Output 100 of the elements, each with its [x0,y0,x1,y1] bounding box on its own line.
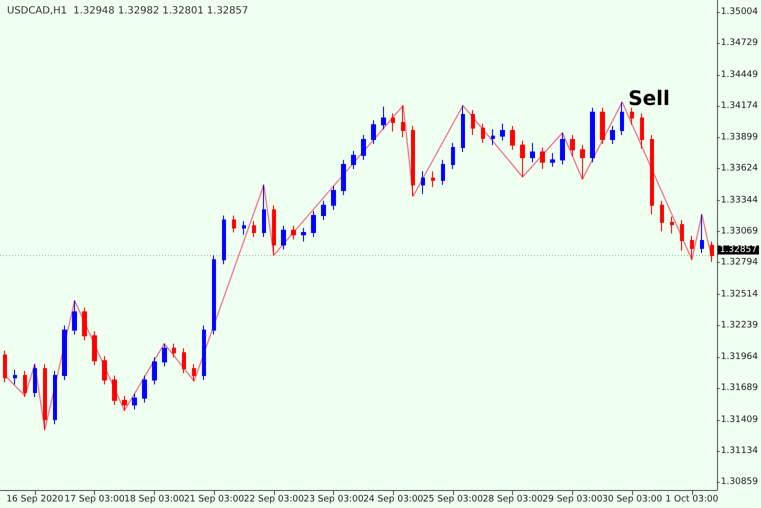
candlestick [670,216,674,234]
candlestick [411,125,415,197]
candlestick [301,227,306,242]
candlestick [53,370,57,425]
candlestick [132,393,137,410]
candlestick [690,235,694,260]
y-tick-label: 1.31134 [720,446,758,456]
candlestick [72,300,77,336]
candlestick [62,325,67,380]
candlestick [262,184,266,238]
candlestick [451,142,455,170]
candlestick [321,200,326,221]
y-tick-label: 1.35004 [720,7,758,18]
candlestick [351,150,356,170]
y-tick-label: 1.30859 [720,477,758,488]
candlestick [560,132,565,165]
x-tick-label: 29 Sep 03:00 [542,494,603,504]
x-tick-label: 22 Sep 03:00 [244,494,304,504]
y-tick-label: 1.34449 [720,70,758,80]
candlestick [232,215,236,234]
candlestick [82,306,87,341]
candlestick [341,159,346,196]
candlestick [620,102,624,136]
candlestick [481,123,485,144]
candlestick [182,348,186,374]
y-tick-label: 1.31689 [720,383,758,394]
candlestick [202,325,206,380]
candlestick [610,125,615,145]
candlestick [281,225,286,250]
candlestick [162,343,167,367]
candlestick [381,106,386,130]
candlestick [112,374,117,406]
candlestick [461,104,465,152]
candlestick [92,330,97,366]
candlestick [580,144,585,180]
candlestick [43,364,47,430]
candlestick [291,225,296,240]
candlestick [242,220,246,236]
x-tick-label: 21 Sep 03:00 [184,494,244,504]
y-tick-label: 1.34729 [720,38,758,48]
y-tick-label: 1.33899 [720,132,758,142]
y-tick-label: 1.33624 [720,164,758,174]
candlestick [441,159,445,186]
candlestick [172,343,176,358]
x-tick-label: 17 Sep 03:00 [64,494,125,504]
candlestick [510,125,515,150]
y-tick-label: 1.31409 [720,414,758,425]
candlestick [391,112,395,132]
y-tick-label: 1.32794 [720,258,758,268]
candlestick [710,240,714,262]
candlestick [401,104,405,138]
candlestick [122,395,127,412]
x-tick-label: 28 Sep 03:00 [482,494,544,504]
y-tick-label: 1.31964 [720,352,758,362]
candlestick [331,186,336,210]
x-tick-label: 23 Sep 03:00 [303,494,364,504]
candlestick [640,112,644,150]
ref-line-label: 1.32857 [720,245,757,256]
candlestick [600,107,605,145]
candlestick [23,370,27,398]
candlestick [500,123,505,142]
candlestick [550,152,555,168]
candlestick [650,134,654,215]
y-tick-label: 1.33344 [720,195,758,206]
x-tick-label: 18 Sep 03:00 [124,494,185,504]
candlestick [102,356,107,386]
candlestick [590,107,595,163]
text: USDCAD,H1 1.32948 1.32982 1.32801 1.32857 [7,6,248,16]
candlestick [660,200,664,232]
candlestick [700,214,704,254]
candlestick [3,350,7,383]
x-tick-label: 16 Sep 2020 [6,494,64,504]
candlestick [520,140,525,178]
candlestick [142,374,147,404]
x-tick-label: 1 Oct 03:00 [665,494,719,504]
y-tick-label: 1.32239 [720,320,758,331]
candlestick [311,210,316,238]
candlestick [680,220,684,252]
candlestick [252,220,256,238]
candlestick [471,110,475,136]
candlestick [13,369,17,386]
candlestick [431,170,435,188]
candlestick [361,134,366,160]
candlestick [530,142,535,163]
annotation: Sell [628,86,670,110]
candlestick [421,170,425,194]
y-tick-label: 1.34174 [720,101,758,112]
candlestick [371,120,376,145]
y-tick-label: 1.32514 [720,289,758,300]
x-tick-label: 30 Sep 03:00 [602,494,662,504]
candlestick [33,364,37,398]
candlestick [192,364,196,382]
candlestick [630,107,634,126]
x-tick-label: 24 Sep 03:00 [363,494,424,504]
candlestick [222,215,226,265]
y-tick-label: 1.33069 [720,226,758,236]
candlestick [272,204,276,256]
candlestick [212,254,216,336]
candlestick [540,146,545,170]
candlestick [570,134,575,158]
